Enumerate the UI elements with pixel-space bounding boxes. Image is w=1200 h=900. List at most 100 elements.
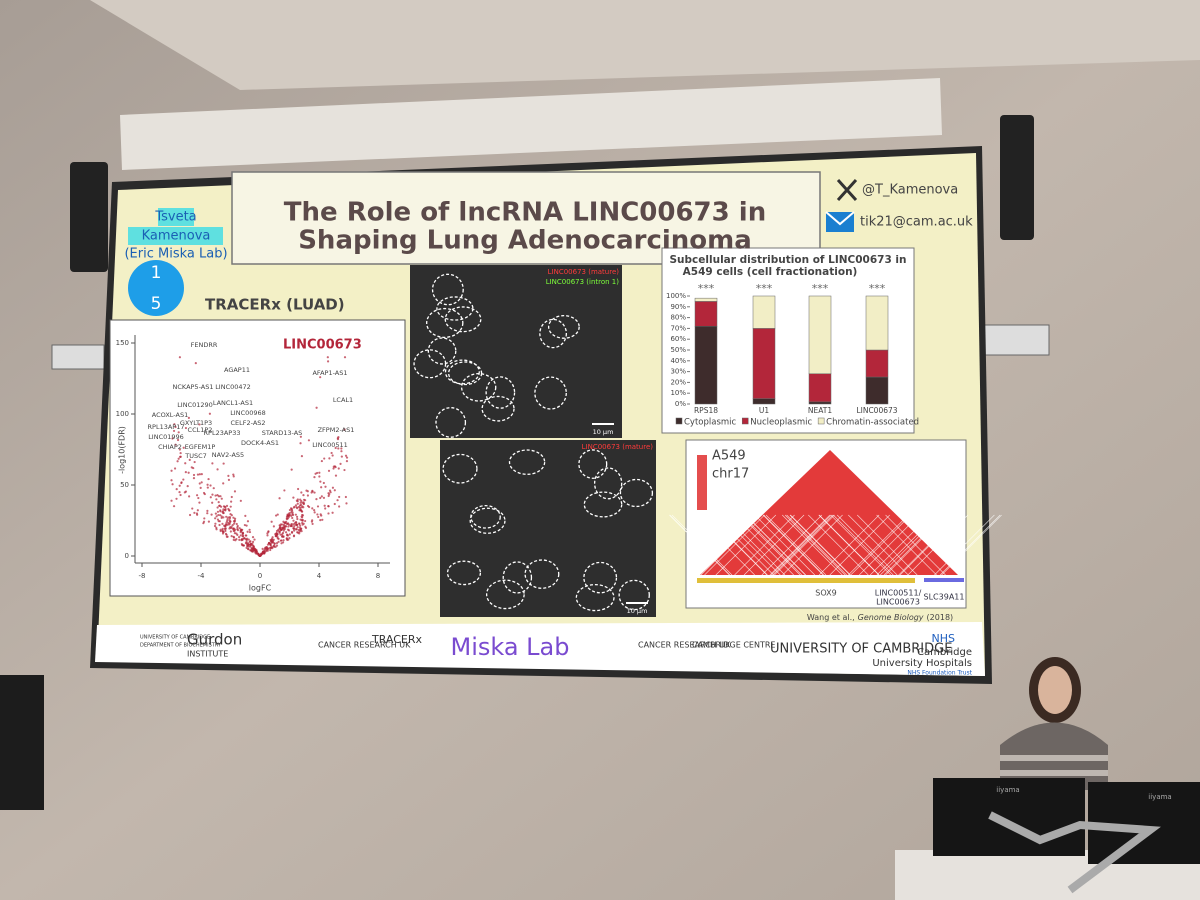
cell-outline — [431, 273, 464, 306]
cell-outline — [502, 561, 533, 594]
point — [294, 513, 297, 516]
point — [217, 513, 220, 517]
point — [216, 510, 220, 513]
point — [172, 505, 176, 508]
point — [233, 517, 237, 520]
citation-part: Wang et al., — [807, 613, 855, 622]
scale-label: 10 µm — [627, 607, 648, 615]
point — [188, 495, 191, 498]
legend-swatch — [741, 417, 749, 425]
point — [311, 507, 314, 510]
point — [313, 509, 316, 512]
point — [332, 467, 335, 470]
point — [318, 475, 321, 478]
point — [246, 520, 250, 523]
point — [206, 512, 209, 515]
point — [328, 457, 331, 460]
x-tick-label: LINC00673 — [856, 406, 897, 415]
point — [292, 519, 295, 522]
point — [291, 516, 294, 520]
hic-stripe — [857, 514, 918, 576]
point — [300, 455, 304, 458]
point — [270, 546, 274, 549]
point — [319, 480, 322, 483]
point — [315, 498, 318, 501]
hic-track — [697, 578, 915, 583]
hic-stripe — [941, 514, 1002, 576]
point — [226, 523, 229, 526]
point — [293, 527, 296, 530]
point — [233, 532, 236, 535]
point — [275, 542, 279, 545]
point — [316, 513, 319, 516]
point — [266, 534, 269, 537]
point — [280, 542, 283, 545]
point — [249, 540, 252, 543]
point — [300, 499, 303, 503]
point — [171, 437, 174, 440]
legend-label: Cytoplasmic — [684, 418, 737, 428]
badge-digit: 1 — [151, 263, 162, 283]
point — [235, 538, 238, 541]
point — [287, 538, 290, 541]
point — [327, 505, 330, 508]
point — [251, 535, 255, 539]
point — [290, 531, 294, 534]
gene-label: LINC00673 — [876, 598, 920, 607]
hic-stripe — [830, 514, 891, 576]
x-tick-label: -4 — [198, 572, 206, 580]
point — [299, 509, 302, 512]
point — [219, 509, 222, 512]
point — [213, 524, 217, 528]
point — [296, 517, 299, 521]
point — [319, 519, 322, 522]
point — [305, 489, 308, 492]
point — [328, 489, 332, 492]
point — [285, 537, 288, 540]
point — [285, 518, 289, 521]
point — [191, 507, 194, 510]
tv — [0, 675, 44, 810]
point — [345, 456, 349, 459]
point — [176, 438, 180, 442]
point — [206, 509, 209, 512]
point — [220, 516, 223, 520]
hic-stripe — [700, 514, 762, 576]
point — [200, 472, 203, 476]
cell-outline — [539, 318, 568, 349]
point — [239, 529, 242, 532]
point — [198, 473, 201, 476]
bar-segment — [694, 301, 718, 327]
point — [331, 454, 334, 457]
point — [219, 514, 222, 517]
bar-segment — [808, 295, 832, 375]
point — [246, 547, 250, 550]
hic-stripe — [774, 514, 835, 576]
x-tick-label: U1 — [759, 406, 769, 415]
point — [271, 539, 274, 542]
cell-outline — [593, 467, 623, 500]
bar-segment — [694, 297, 718, 302]
point — [207, 520, 210, 523]
point — [196, 513, 199, 516]
logo-text: UNIVERSITY OF CAMBRIDGE — [140, 635, 210, 641]
point — [248, 528, 251, 531]
highlight — [128, 227, 223, 245]
cell-outline — [442, 453, 478, 484]
point — [318, 471, 321, 474]
point — [299, 524, 302, 527]
point — [233, 520, 236, 523]
bar-segment — [865, 295, 889, 351]
point — [228, 522, 231, 525]
point — [193, 511, 196, 514]
point — [272, 525, 275, 528]
x-tick-label: -8 — [139, 572, 146, 580]
point — [241, 543, 244, 547]
point — [224, 508, 227, 511]
cell-outline — [547, 314, 580, 339]
gene-label: LINC01290 — [177, 401, 213, 409]
gene-label: RPL13AP17 — [148, 423, 185, 431]
point — [241, 532, 245, 535]
point — [337, 447, 340, 450]
point — [229, 505, 232, 508]
